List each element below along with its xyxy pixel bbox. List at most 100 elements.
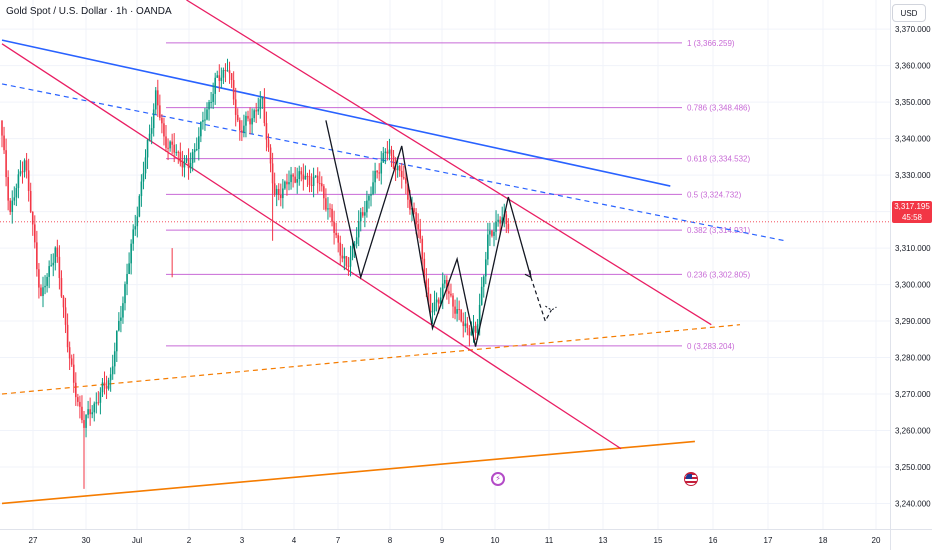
price-axis[interactable]: 3,370.000 3,360.000 3,350.000 3,340.000 3,33…: [895, 25, 931, 508]
candle-body: [150, 128, 153, 134]
candle-body: [505, 214, 508, 225]
candle-body: [329, 208, 331, 210]
candle-body: [243, 125, 245, 133]
candle-body: [323, 186, 325, 199]
candle-body: [140, 181, 143, 197]
candle-body: [134, 226, 137, 230]
candle-body: [3, 135, 5, 151]
price-tick-label: 3,270.000: [895, 390, 931, 399]
candle-body: [154, 90, 157, 110]
candle-body: [17, 174, 20, 189]
candle-body: [157, 90, 159, 106]
candle-body: [210, 101, 212, 103]
candle-body: [187, 159, 190, 169]
candle-body: [120, 317, 122, 321]
candle-body: [261, 97, 264, 100]
candle-body: [351, 246, 354, 258]
candle-body: [333, 221, 335, 233]
candle-body: [325, 198, 327, 210]
candle-body: [403, 177, 405, 179]
candle-body: [480, 286, 483, 305]
candle-body: [435, 299, 438, 303]
candle-body: [208, 102, 210, 110]
currency-button[interactable]: USD: [892, 4, 926, 22]
candle-body: [374, 170, 376, 183]
candle-body: [384, 151, 387, 153]
last-price-tag: 3,317.195 45:58: [892, 201, 932, 223]
candle-body: [472, 325, 475, 332]
time-tick-label: 2: [187, 536, 192, 545]
candle-body: [431, 311, 434, 313]
candle-body: [202, 120, 204, 122]
time-tick-label: 4: [292, 536, 297, 545]
candle-body: [124, 284, 126, 304]
candle-body: [29, 190, 32, 212]
us-flag-event-icon[interactable]: [684, 472, 698, 486]
price-tick-label: 3,340.000: [895, 135, 931, 144]
candle-body: [349, 257, 352, 267]
candle-body: [417, 224, 419, 230]
candle-body: [253, 110, 255, 119]
candle-body: [239, 120, 241, 131]
candle-body: [331, 208, 333, 222]
candle-body: [312, 176, 315, 186]
candle-body: [452, 295, 454, 307]
candle-body: [308, 176, 311, 185]
candle-body: [450, 293, 452, 296]
time-tick-label: 3: [240, 536, 245, 545]
candle-body: [446, 279, 448, 292]
fibonacci-retracement[interactable]: 1 (3,366.259) 0.786 (3,348.486) 0.618 (3,3…: [166, 39, 750, 351]
candle-body: [79, 401, 81, 407]
candle-body: [456, 309, 458, 314]
candle-body: [491, 230, 493, 236]
wave-path: [325, 120, 532, 347]
candle-body: [36, 242, 38, 270]
candle-body: [198, 136, 200, 150]
candle-body: [111, 366, 114, 375]
candle-body: [230, 73, 233, 81]
candle-body: [357, 221, 360, 238]
candle-body: [386, 151, 389, 154]
candle-body: [212, 93, 214, 102]
candle-body: [335, 232, 337, 236]
candle-body: [501, 217, 503, 224]
projection-arrow-head: [545, 305, 557, 311]
candle-body: [370, 193, 372, 196]
time-axis[interactable]: 27 30 Jul 2 3 4 7 8 9 10 11 13 15 16 17 18 20: [29, 536, 881, 545]
candle-body: [179, 152, 182, 163]
candle-body: [200, 121, 202, 137]
time-tick-label: 15: [654, 536, 663, 545]
candle-body: [405, 178, 407, 184]
lightning-event-icon[interactable]: ⚡: [491, 472, 505, 486]
candle-body: [132, 229, 134, 244]
candle-body: [85, 414, 87, 428]
blue-trendline-solid: [1, 39, 671, 187]
candle-body: [489, 230, 491, 235]
candle-body: [364, 212, 366, 216]
candle-body: [273, 183, 276, 195]
fib-level-label: 0.382 (3,314.931): [687, 226, 750, 235]
wave-pattern[interactable]: [325, 120, 557, 347]
time-tick-label: Jul: [132, 536, 142, 545]
candle-body: [48, 266, 50, 277]
trendlines[interactable]: [0, 0, 890, 505]
candle-body: [97, 402, 100, 404]
candle-body: [52, 262, 55, 266]
candle-body: [478, 304, 481, 325]
candle-body: [19, 171, 22, 175]
candle-body: [368, 195, 370, 201]
candle-body: [249, 118, 251, 125]
candle-body: [296, 179, 298, 183]
time-tick-label: 18: [819, 536, 828, 545]
candle-body: [214, 77, 216, 94]
candle-body: [163, 123, 165, 137]
time-tick-label: 13: [599, 536, 608, 545]
candle-body: [497, 219, 499, 222]
candle-body: [275, 188, 278, 195]
candle-body: [493, 231, 495, 236]
candle-body: [419, 229, 421, 239]
candle-body: [376, 170, 378, 173]
candle-body: [310, 184, 313, 186]
candle-body: [271, 163, 274, 184]
